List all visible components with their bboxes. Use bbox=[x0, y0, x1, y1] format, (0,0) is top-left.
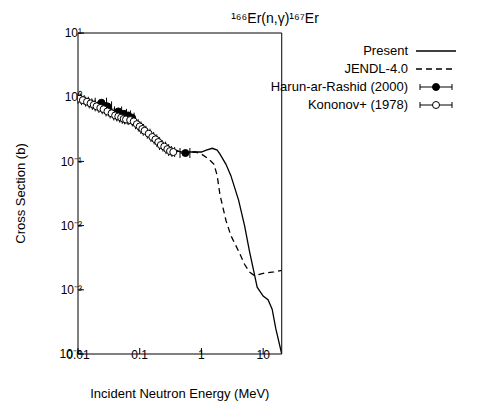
svg-text:10⁻⁴: 10⁻⁴ bbox=[59, 347, 82, 361]
svg-text:1: 1 bbox=[198, 348, 205, 362]
html-text:Harun-ar-Rashid (2000): Harun-ar-Rashid (2000) bbox=[270, 79, 408, 94]
html-text:JENDL-4.0: JENDL-4.0 bbox=[344, 61, 408, 76]
html-text:Kononov+ (1978): Kononov+ (1978) bbox=[307, 97, 408, 112]
svg-text:10¹: 10¹ bbox=[65, 28, 82, 40]
svg-text:10: 10 bbox=[256, 348, 270, 362]
svg-text:10⁻²: 10⁻² bbox=[61, 219, 82, 233]
svg-text:Incident Neutron Energy (MeV): Incident Neutron Energy (MeV) bbox=[90, 386, 269, 401]
svg-text:10⁻³: 10⁻³ bbox=[61, 283, 82, 297]
svg-text:Cross Section (b): Cross Section (b) bbox=[13, 143, 28, 243]
svg-text:10⁻¹: 10⁻¹ bbox=[61, 155, 82, 169]
svg-text:10⁰: 10⁰ bbox=[65, 90, 82, 104]
svg-text:0.1: 0.1 bbox=[131, 348, 148, 362]
html-text:¹⁶⁶Er(n,γ)¹⁶⁷Er: ¹⁶⁶Er(n,γ)¹⁶⁷Er bbox=[231, 10, 319, 26]
html-text:Present: Present bbox=[363, 43, 408, 58]
